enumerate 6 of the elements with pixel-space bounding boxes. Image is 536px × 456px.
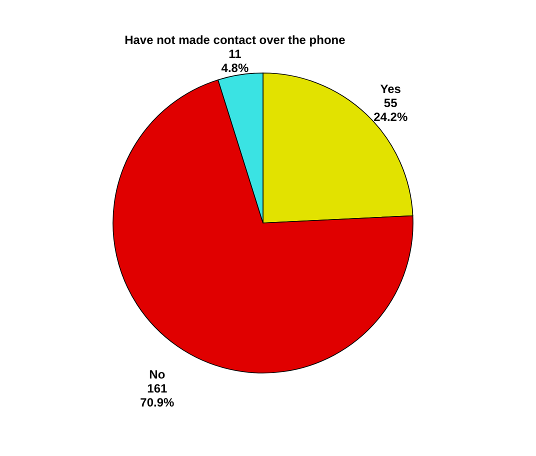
slice-label: Have not made contact over the phone [124,33,346,48]
slice-label: No [149,368,166,382]
data-label: 55 24.2% [374,96,408,124]
data-label: 11 4.8% [221,47,249,76]
slice-label: Yes [380,82,402,96]
data-label: 161 70.9% [140,382,175,410]
